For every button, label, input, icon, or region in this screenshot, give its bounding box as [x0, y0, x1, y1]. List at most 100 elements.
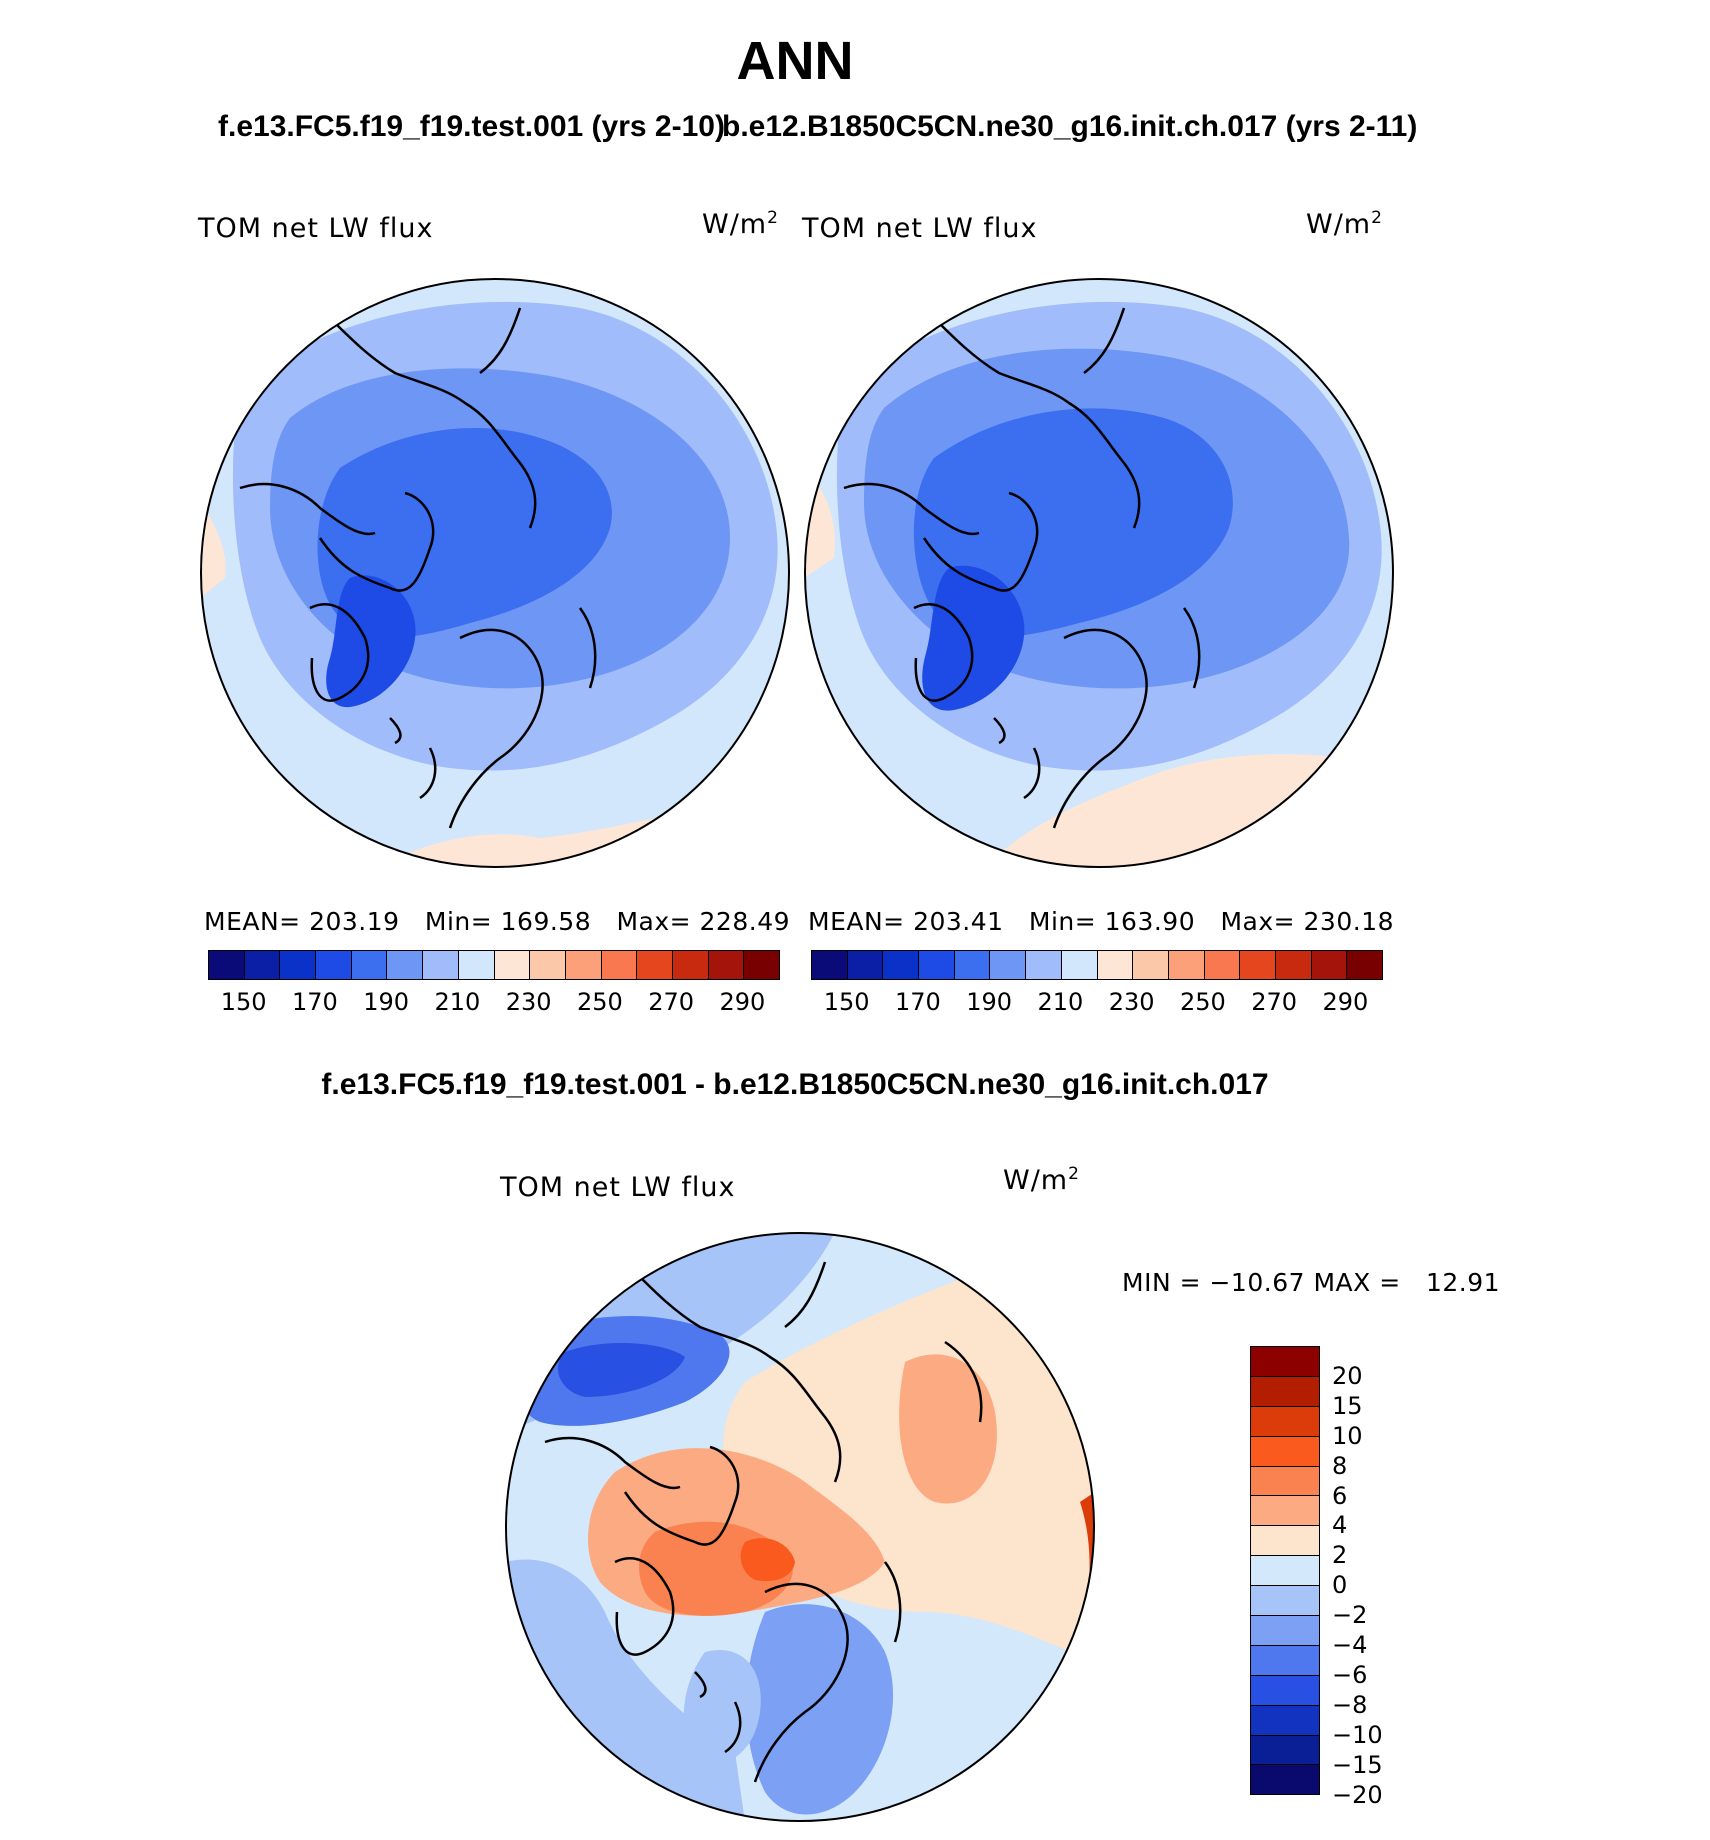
right-colorbar-tick-label: 270 — [1251, 988, 1298, 1016]
left-stats: MEAN= 203.19 Min= 169.58 Max= 228.49 — [204, 907, 791, 936]
diff-map-coastlines — [544, 1261, 983, 1783]
right-stats: MEAN= 203.41 Min= 163.90 Max= 230.18 — [808, 907, 1395, 936]
difference-colorbar-tick-label: 20 — [1332, 1361, 1363, 1390]
difference-colorbar-tick-label: 0 — [1332, 1571, 1348, 1600]
right-colorbar-tick-label: 190 — [966, 988, 1013, 1016]
difference-colorbar-swatch — [1251, 1675, 1319, 1706]
difference-colorbar-tick-label: 15 — [1332, 1391, 1363, 1420]
left-colorbar-swatch — [280, 951, 317, 979]
left-colorbar-swatch — [387, 951, 424, 979]
right-colorbar-tick-label: 250 — [1179, 988, 1226, 1016]
diff-map-red-orange — [740, 1538, 795, 1582]
right-units-label: W/m2 — [1306, 208, 1383, 240]
diff-variable-label: TOM net LW flux — [500, 1172, 736, 1203]
right-map-border — [804, 278, 1394, 868]
left-colorbar-swatch — [423, 951, 459, 979]
left-colorbar-tick-label: 250 — [576, 988, 623, 1016]
right-colorbar-tick-label: 290 — [1322, 988, 1369, 1016]
right-map-coastlines — [843, 307, 1201, 829]
left-colorbar-tick-label: 150 — [220, 988, 267, 1016]
difference-colorbar-swatch — [1251, 1436, 1319, 1467]
difference-colorbar-swatch — [1251, 1705, 1319, 1736]
right-colorbar-swatch — [1026, 951, 1062, 979]
difference-colorbar-swatch — [1251, 1556, 1319, 1587]
left-colorbar-swatch — [316, 951, 352, 979]
left-colorbar-tick-label: 190 — [363, 988, 410, 1016]
right-colorbar-swatch — [1133, 951, 1169, 979]
left-variable-label: TOM net LW flux — [198, 213, 434, 244]
difference-colorbar-tick-label: 10 — [1332, 1421, 1363, 1450]
difference-colorbar-swatch — [1251, 1347, 1319, 1377]
difference-colorbar-tick-label: 8 — [1332, 1451, 1348, 1480]
difference-colorbar-tick-label: −4 — [1332, 1631, 1368, 1659]
difference-colorbar-tick-label: −8 — [1332, 1690, 1368, 1719]
right-polar-map — [804, 278, 1394, 868]
difference-colorbar-swatch — [1251, 1616, 1319, 1646]
difference-colorbar-swatch — [1251, 1526, 1319, 1557]
difference-colorbar — [1250, 1346, 1320, 1796]
difference-colorbar-swatch — [1251, 1645, 1319, 1676]
season-title: ANN — [736, 31, 854, 91]
right-colorbar-swatch — [812, 951, 848, 979]
left-colorbar-tick-label: 290 — [719, 988, 766, 1016]
difference-colorbar-tick-label: 4 — [1332, 1511, 1348, 1540]
right-colorbar-tick-label: 230 — [1108, 988, 1155, 1016]
difference-colorbar-swatch — [1251, 1466, 1319, 1497]
difference-colorbar-tick-label: −20 — [1332, 1780, 1383, 1809]
left-colorbar-swatch — [744, 951, 779, 979]
right-colorbar-swatch — [1275, 951, 1312, 979]
left-colorbar-swatch — [494, 951, 531, 979]
difference-colorbar-swatch — [1251, 1376, 1319, 1407]
difference-colorbar-tick-label: −2 — [1332, 1601, 1368, 1630]
left-colorbar-swatch — [530, 951, 566, 979]
left-map-peach-west — [201, 498, 226, 598]
difference-colorbar-swatch — [1251, 1735, 1319, 1766]
right-colorbar-swatch — [1311, 951, 1348, 979]
left-colorbar-swatch — [672, 951, 709, 979]
difference-colorbar-tick-label: 6 — [1332, 1481, 1348, 1510]
left-polar-map — [200, 278, 790, 868]
left-colorbar-swatch — [458, 951, 495, 979]
left-colorbar-tick-label: 210 — [434, 988, 481, 1016]
diff-map-mid-blue-s — [746, 1604, 894, 1815]
diff-map-light-blue-s — [683, 1650, 761, 1765]
difference-title: f.e13.FC5.f19_f19.test.001 - b.e12.B1850… — [321, 1068, 1269, 1101]
left-colorbar-swatch — [637, 951, 673, 979]
difference-colorbar-swatch — [1251, 1496, 1319, 1527]
diff-map-border — [505, 1232, 1095, 1822]
right-colorbar-swatch — [1240, 951, 1276, 979]
right-colorbar-swatch — [847, 951, 884, 979]
left-colorbar-swatch — [601, 951, 638, 979]
left-colorbar-swatch — [209, 951, 245, 979]
right-variable-label: TOM net LW flux — [802, 213, 1038, 244]
right-colorbar-swatch — [954, 951, 991, 979]
right-colorbar-swatch — [919, 951, 955, 979]
right-colorbar-tick-label: 150 — [823, 988, 870, 1016]
right-run-title: b.e12.B1850C5CN.ne30_g16.init.ch.017 (yr… — [722, 110, 1418, 143]
right-colorbar-swatch — [1168, 951, 1205, 979]
left-map-border — [200, 278, 790, 868]
right-colorbar-swatch — [1347, 951, 1382, 979]
left-colorbar-swatch — [351, 951, 388, 979]
left-colorbar-tick-label: 230 — [505, 988, 552, 1016]
left-colorbar-swatch — [708, 951, 745, 979]
difference-colorbar-tick-label: −15 — [1332, 1750, 1383, 1779]
difference-colorbar-swatch — [1251, 1586, 1319, 1617]
right-map-peach-nw — [863, 318, 893, 369]
right-colorbar-swatch — [1097, 951, 1134, 979]
difference-polar-map — [505, 1232, 1095, 1822]
left-colorbar-swatch — [244, 951, 281, 979]
left-colorbar-labels: 150 170 190 210 230 250 270 290 — [208, 988, 778, 1018]
difference-colorbar-tick-label: 2 — [1332, 1541, 1348, 1570]
left-run-title: f.e13.FC5.f19_f19.test.001 (yrs 2-10) — [218, 110, 725, 143]
diff-map-dark-blue-nw — [557, 1342, 685, 1397]
right-colorbar-swatch — [1061, 951, 1098, 979]
right-colorbar-tick-label: 170 — [894, 988, 941, 1016]
right-map-dark-blue — [922, 565, 1025, 711]
right-colorbar-swatch — [1204, 951, 1241, 979]
left-units-label: W/m2 — [702, 208, 779, 240]
left-colorbar-tick-label: 270 — [648, 988, 695, 1016]
right-colorbar-swatch — [990, 951, 1027, 979]
difference-colorbar-swatch — [1251, 1406, 1319, 1437]
